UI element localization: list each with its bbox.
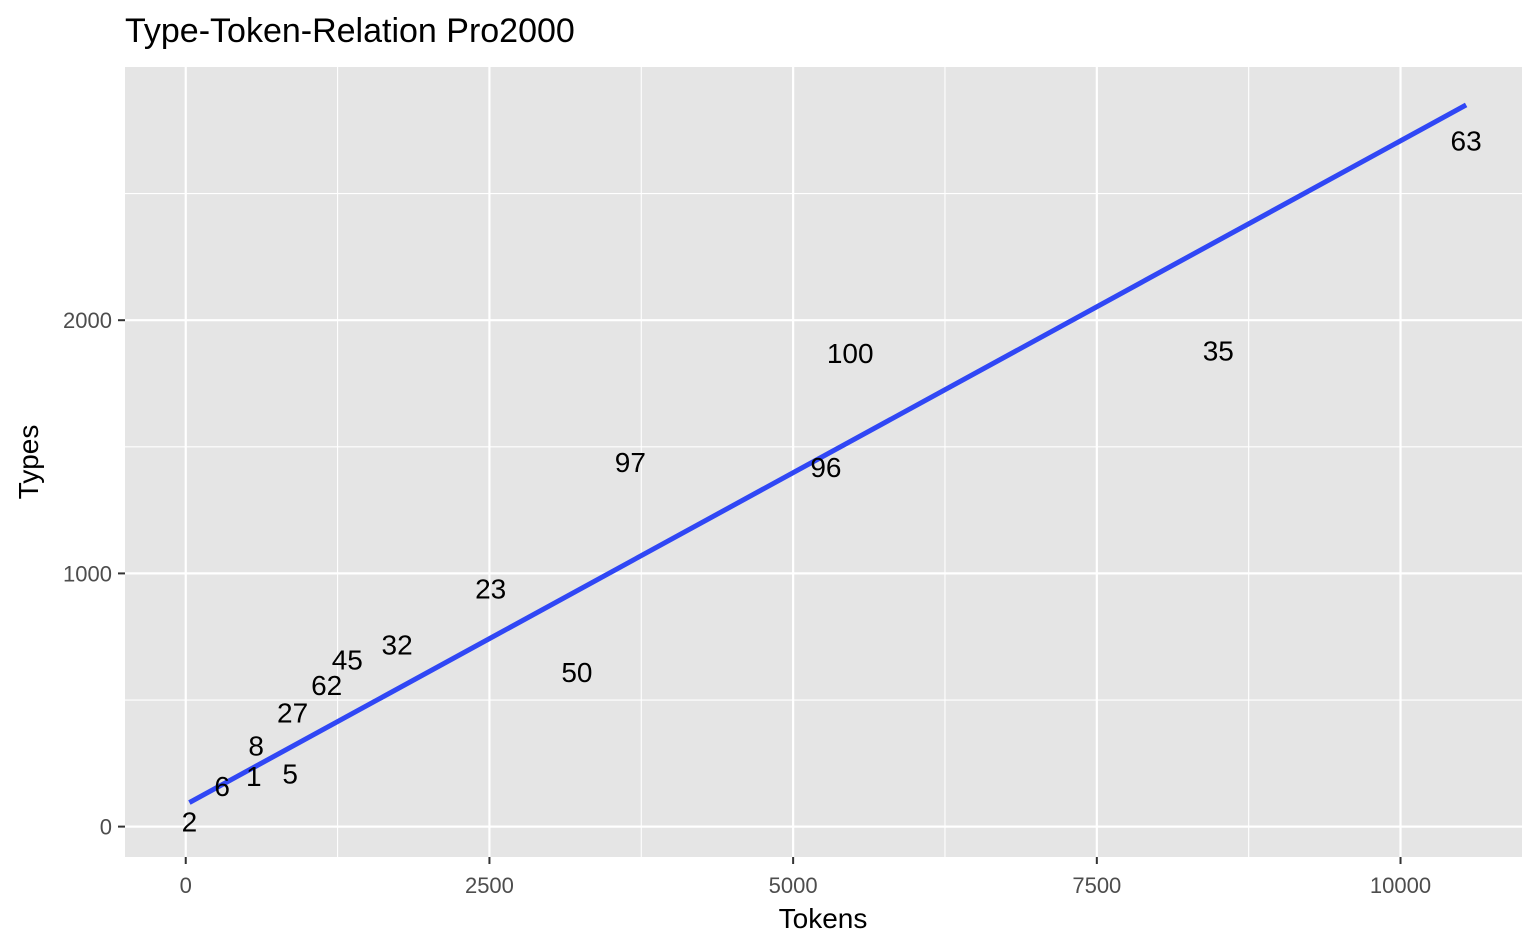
point-label-100: 100: [827, 338, 874, 369]
point-label-97: 97: [615, 447, 646, 478]
point-label-62: 62: [311, 670, 342, 701]
x-tick-label: 2500: [465, 873, 514, 898]
point-label-96: 96: [810, 452, 841, 483]
trend-line: [188, 102, 1468, 805]
x-tick-label: 0: [180, 873, 192, 898]
y-axis: 0 1000 2000: [63, 308, 125, 840]
minor-grid-lines: [125, 67, 1522, 857]
x-tick-label: 5000: [769, 873, 818, 898]
point-label-6: 6: [214, 771, 230, 802]
major-grid-lines: [125, 67, 1522, 857]
trend-line-layer: [188, 102, 1468, 805]
point-label-50: 50: [561, 657, 592, 688]
point-label-63: 63: [1451, 125, 1482, 156]
chart-title: Type-Token-Relation Pro2000: [125, 12, 575, 50]
plot-panel: [125, 67, 1522, 857]
point-label-27: 27: [277, 698, 308, 729]
point-label-35: 35: [1203, 336, 1234, 367]
y-tick-label: 0: [100, 815, 112, 840]
y-tick-label: 1000: [63, 561, 112, 586]
point-label-2: 2: [182, 807, 198, 838]
point-label-32: 32: [382, 629, 413, 660]
x-axis-title: Tokens: [779, 903, 868, 934]
point-label-23: 23: [475, 574, 506, 605]
point-label-8: 8: [248, 731, 264, 762]
x-tick-label: 7500: [1072, 873, 1121, 898]
y-axis-title: Types: [13, 425, 44, 500]
point-label-1: 1: [246, 761, 262, 792]
point-label-5: 5: [282, 758, 298, 789]
x-tick-label: 10000: [1370, 873, 1431, 898]
point-label-45: 45: [332, 645, 363, 676]
y-tick-label: 2000: [63, 308, 112, 333]
x-axis: 0 2500 5000 7500 10000: [180, 857, 1431, 898]
